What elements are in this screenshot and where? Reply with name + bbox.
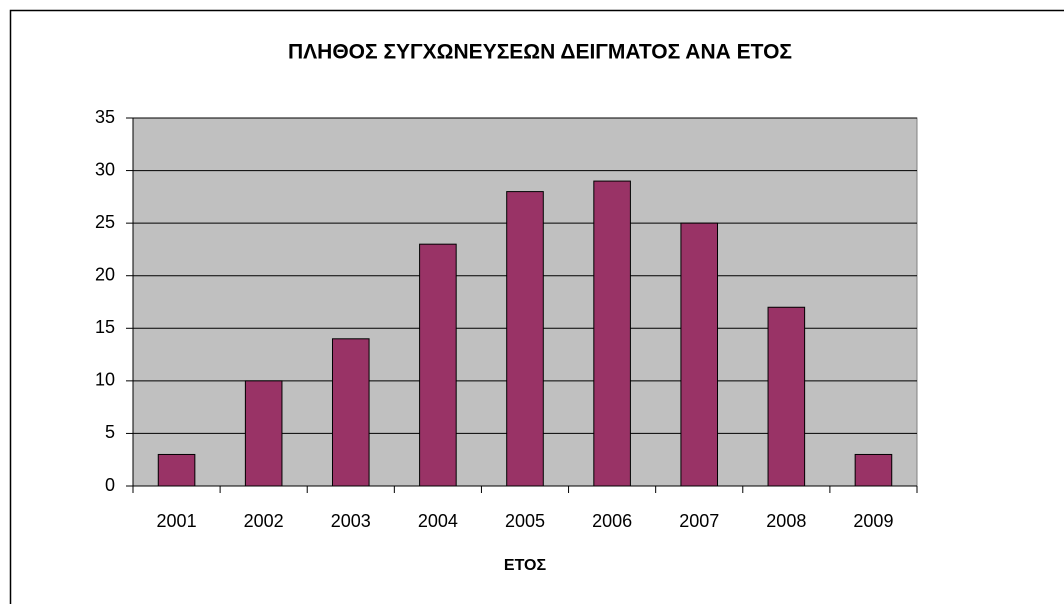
y-tick-label: 25 (95, 212, 115, 232)
y-tick-label: 35 (95, 107, 115, 127)
bar (680, 222, 719, 487)
x-tick-label: 2003 (331, 511, 371, 531)
x-axis-title: ΕΤΟΣ (504, 557, 547, 574)
x-tick-label: 2006 (592, 511, 632, 531)
y-tick-label: 15 (95, 317, 115, 337)
y-tick-label: 0 (105, 475, 115, 495)
y-tick-label: 10 (95, 370, 115, 390)
x-tick-label: 2002 (244, 511, 284, 531)
bar (506, 191, 544, 487)
x-tick-label: 2009 (853, 511, 893, 531)
bar (593, 180, 631, 487)
bar (331, 338, 370, 487)
chart-title: ΠΛΗΘΟΣ ΣΥΓΧΩΝΕΥΣΕΩΝ ΔΕΙΓΜΑΤΟΣ ΑΝΑ ΕΤΟΣ (288, 41, 792, 64)
y-tick-label: 30 (95, 159, 115, 179)
bar (419, 243, 457, 487)
x-tick-label: 2004 (418, 511, 458, 531)
x-tick-label: 2008 (766, 511, 806, 531)
chart-frame (9, 9, 1064, 604)
bar (244, 380, 283, 487)
bar (854, 453, 893, 487)
y-tick-label: 20 (95, 264, 115, 284)
x-tick-label: 2001 (157, 511, 197, 531)
bar (157, 453, 196, 487)
x-tick-label: 2005 (505, 511, 545, 531)
bar (767, 306, 806, 487)
y-tick-label: 5 (105, 422, 115, 442)
x-tick-label: 2007 (679, 511, 719, 531)
